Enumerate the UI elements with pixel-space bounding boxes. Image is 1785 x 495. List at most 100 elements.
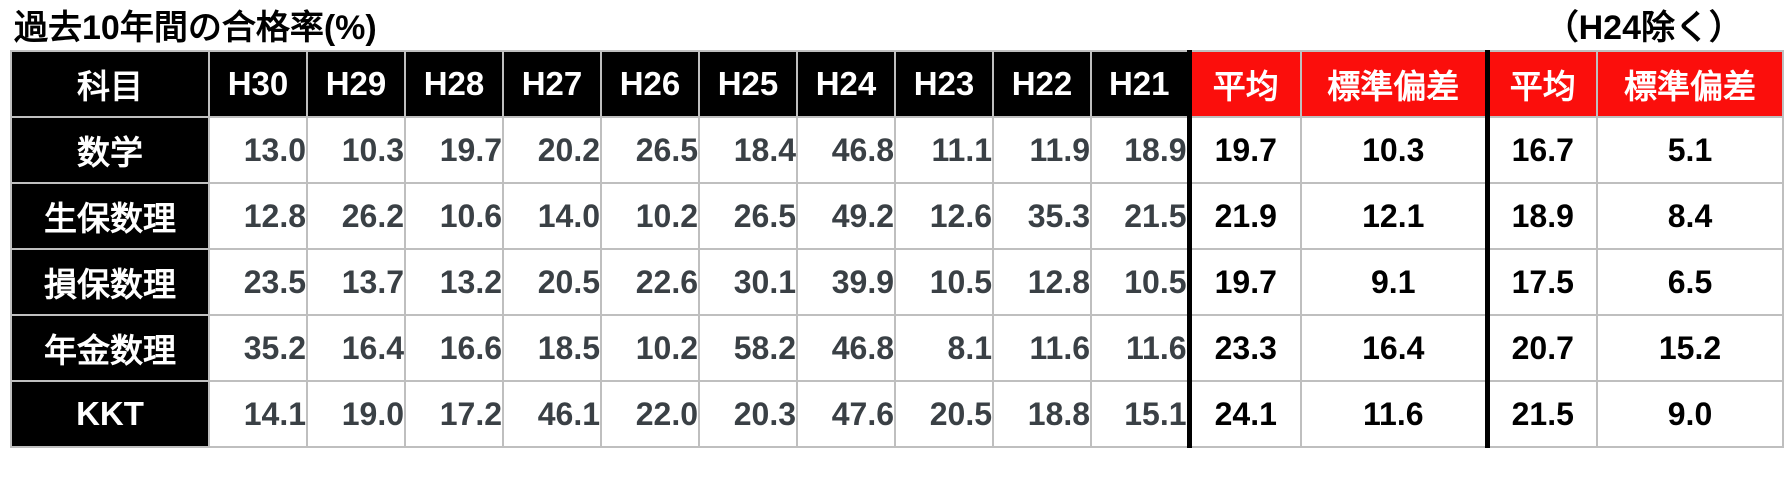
year-value-cell: 20.3 <box>698 380 798 448</box>
year-value-cell: 10.2 <box>600 314 700 382</box>
year-value-cell: 58.2 <box>698 314 798 382</box>
subject-column-header: 科目 <box>10 50 210 118</box>
year-value-cell: 12.8 <box>208 182 308 250</box>
stat-column-header: 平均 <box>1484 50 1598 118</box>
year-value-cell: 39.9 <box>796 248 896 316</box>
year-value-cell: 26.5 <box>600 116 700 184</box>
year-value-cell: 35.2 <box>208 314 308 382</box>
year-value-cell: 26.5 <box>698 182 798 250</box>
year-value-cell: 46.1 <box>502 380 602 448</box>
stat-value-cell: 15.2 <box>1596 314 1784 382</box>
year-value-cell: 19.0 <box>306 380 406 448</box>
stat-value-cell: 11.6 <box>1300 380 1488 448</box>
title-bar: 過去10年間の合格率(%) （H24除く） <box>0 0 1785 50</box>
year-column-header: H27 <box>502 50 602 118</box>
year-value-cell: 22.6 <box>600 248 700 316</box>
stat-value-cell: 19.7 <box>1186 116 1302 184</box>
stat-value-cell: 12.1 <box>1300 182 1488 250</box>
stat-value-cell: 5.1 <box>1596 116 1784 184</box>
table-header-row: 科目 H30 H29 H28 H27 H26 H25 H24 H23 H22 H21 平均 標準偏差 平均… <box>10 50 1784 118</box>
year-value-cell: 10.2 <box>600 182 700 250</box>
year-value-cell: 49.2 <box>796 182 896 250</box>
table-row: KKT 14.1 19.0 17.2 46.1 22.0 20.3 47.6 20.5 18.8 1… <box>10 380 1784 448</box>
year-column-header: H29 <box>306 50 406 118</box>
year-value-cell: 13.0 <box>208 116 308 184</box>
year-value-cell: 16.4 <box>306 314 406 382</box>
year-column-header: H25 <box>698 50 798 118</box>
stat-value-cell: 8.4 <box>1596 182 1784 250</box>
year-column-header: H28 <box>404 50 504 118</box>
year-column-header: H22 <box>992 50 1092 118</box>
stat-value-cell: 24.1 <box>1186 380 1302 448</box>
row-subject: 年金数理 <box>10 314 210 382</box>
year-value-cell: 23.5 <box>208 248 308 316</box>
year-value-cell: 18.5 <box>502 314 602 382</box>
stat-column-header: 標準偏差 <box>1300 50 1488 118</box>
year-value-cell: 20.5 <box>894 380 994 448</box>
year-value-cell: 15.1 <box>1090 380 1190 448</box>
year-value-cell: 18.9 <box>1090 116 1190 184</box>
stat-value-cell: 19.7 <box>1186 248 1302 316</box>
year-value-cell: 19.7 <box>404 116 504 184</box>
stat-value-cell: 18.9 <box>1484 182 1598 250</box>
year-value-cell: 46.8 <box>796 116 896 184</box>
year-value-cell: 11.1 <box>894 116 994 184</box>
year-column-header: H24 <box>796 50 896 118</box>
stat-value-cell: 9.1 <box>1300 248 1488 316</box>
year-value-cell: 22.0 <box>600 380 700 448</box>
stat-value-cell: 21.9 <box>1186 182 1302 250</box>
row-subject: 損保数理 <box>10 248 210 316</box>
year-value-cell: 11.6 <box>1090 314 1190 382</box>
year-value-cell: 12.8 <box>992 248 1092 316</box>
table-row: 損保数理 23.5 13.7 13.2 20.5 22.6 30.1 39.9 10.5 12.8… <box>10 248 1784 316</box>
title-note-h24-excluded: （H24除く） <box>1544 9 1743 47</box>
stat-column-header: 平均 <box>1186 50 1302 118</box>
year-value-cell: 13.7 <box>306 248 406 316</box>
stat-value-cell: 20.7 <box>1484 314 1598 382</box>
table-row: 数学 13.0 10.3 19.7 20.2 26.5 18.4 46.8 11.1 11.9 18… <box>10 116 1784 184</box>
year-value-cell: 26.2 <box>306 182 406 250</box>
year-value-cell: 17.2 <box>404 380 504 448</box>
row-subject: 生保数理 <box>10 182 210 250</box>
stat-value-cell: 16.4 <box>1300 314 1488 382</box>
year-value-cell: 11.6 <box>992 314 1092 382</box>
year-value-cell: 8.1 <box>894 314 994 382</box>
year-column-header: H21 <box>1090 50 1190 118</box>
stat-value-cell: 16.7 <box>1484 116 1598 184</box>
year-value-cell: 47.6 <box>796 380 896 448</box>
year-value-cell: 16.6 <box>404 314 504 382</box>
row-subject: KKT <box>10 380 210 448</box>
table-row: 年金数理 35.2 16.4 16.6 18.5 10.2 58.2 46.8 8.1 11.6 1… <box>10 314 1784 382</box>
year-value-cell: 13.2 <box>404 248 504 316</box>
year-value-cell: 10.3 <box>306 116 406 184</box>
year-value-cell: 10.5 <box>1090 248 1190 316</box>
stat-value-cell: 10.3 <box>1300 116 1488 184</box>
stat-value-cell: 9.0 <box>1596 380 1784 448</box>
pass-rate-table: 科目 H30 H29 H28 H27 H26 H25 H24 H23 H22 H21 平均 標準偏差 平均… <box>10 50 1784 448</box>
year-value-cell: 12.6 <box>894 182 994 250</box>
year-column-header: H30 <box>208 50 308 118</box>
year-value-cell: 11.9 <box>992 116 1092 184</box>
year-value-cell: 14.0 <box>502 182 602 250</box>
year-value-cell: 35.3 <box>992 182 1092 250</box>
year-value-cell: 30.1 <box>698 248 798 316</box>
year-value-cell: 14.1 <box>208 380 308 448</box>
stat-value-cell: 23.3 <box>1186 314 1302 382</box>
year-value-cell: 20.2 <box>502 116 602 184</box>
year-value-cell: 18.8 <box>992 380 1092 448</box>
year-value-cell: 46.8 <box>796 314 896 382</box>
stat-value-cell: 17.5 <box>1484 248 1598 316</box>
year-column-header: H26 <box>600 50 700 118</box>
year-value-cell: 10.5 <box>894 248 994 316</box>
year-column-header: H23 <box>894 50 994 118</box>
year-value-cell: 20.5 <box>502 248 602 316</box>
year-value-cell: 18.4 <box>698 116 798 184</box>
year-value-cell: 10.6 <box>404 182 504 250</box>
table-row: 生保数理 12.8 26.2 10.6 14.0 10.2 26.5 49.2 12.6 35.3… <box>10 182 1784 250</box>
row-subject: 数学 <box>10 116 210 184</box>
stat-column-header: 標準偏差 <box>1596 50 1784 118</box>
year-value-cell: 21.5 <box>1090 182 1190 250</box>
page-title: 過去10年間の合格率(%) <box>14 9 377 47</box>
stat-value-cell: 21.5 <box>1484 380 1598 448</box>
